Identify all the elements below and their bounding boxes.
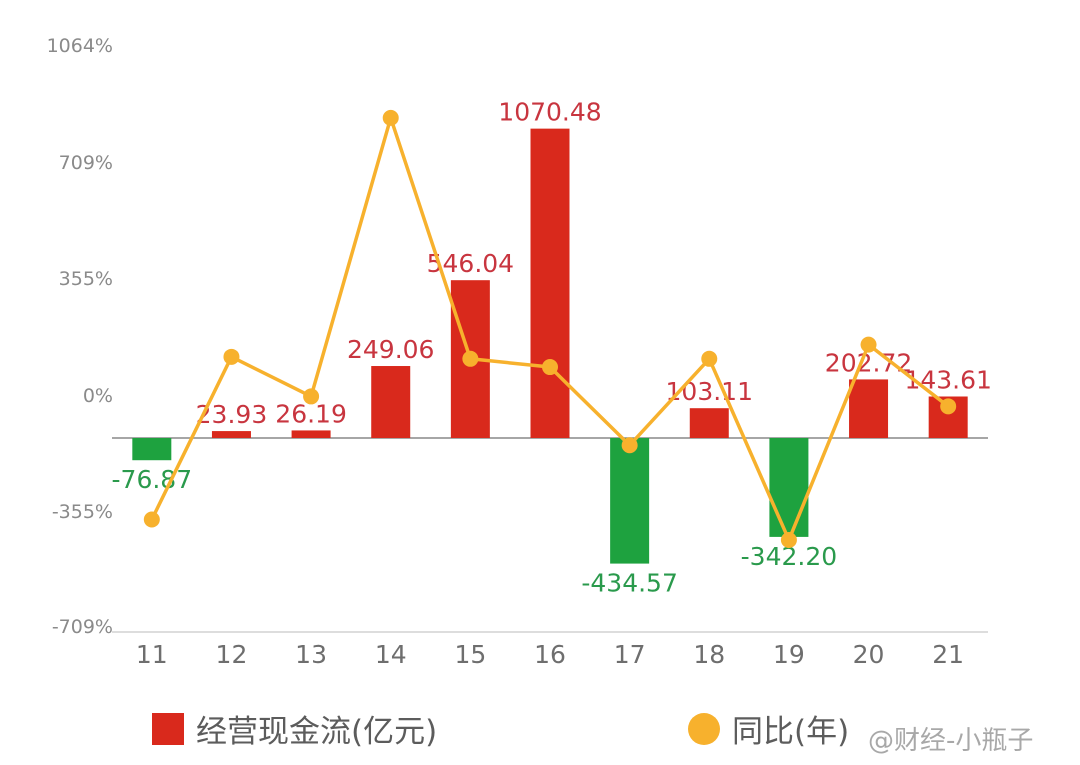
bar <box>530 128 570 438</box>
x-axis-ticks: 11 12 13 14 15 16 17 18 19 20 21 <box>136 640 964 669</box>
y-tick-label: 0% <box>83 385 113 407</box>
x-tick-label: 21 <box>932 640 964 669</box>
line-series <box>143 109 957 548</box>
bar <box>211 431 251 438</box>
legend-line-swatch <box>688 712 720 745</box>
x-tick-label: 19 <box>773 640 805 669</box>
line-point <box>780 531 797 548</box>
line-point <box>223 348 240 365</box>
legend-item-cashflow: 经营现金流(亿元) <box>152 706 437 751</box>
x-tick-label: 17 <box>614 640 646 669</box>
bar-data-label: -76.87 <box>112 465 193 494</box>
x-tick-label: 20 <box>853 640 885 669</box>
y-tick-label: 709% <box>59 152 113 174</box>
x-tick-label: 13 <box>295 640 327 669</box>
x-tick-label: 14 <box>375 640 407 669</box>
bar-data-label: 249.06 <box>347 335 434 364</box>
x-tick-label: 16 <box>534 640 566 669</box>
line-point <box>940 398 957 415</box>
y-axis-ticks: 1064% 709% 355% 0% -355% -709% <box>47 35 113 638</box>
bar <box>610 438 650 564</box>
y-tick-label: 355% <box>59 268 113 290</box>
x-tick-label: 12 <box>216 640 248 669</box>
bar-data-label: 143.61 <box>904 365 991 394</box>
legend-item-yoy: 同比(年) <box>688 706 849 751</box>
line-point <box>303 388 320 405</box>
y-tick-label: -355% <box>52 501 113 523</box>
line-point <box>621 437 638 454</box>
line-point <box>462 350 479 367</box>
watermark: @财经-小瓶子 <box>868 726 1034 756</box>
bar <box>371 366 411 438</box>
bar-series <box>132 128 968 564</box>
x-tick-label: 18 <box>693 640 725 669</box>
x-tick-label: 11 <box>136 640 168 669</box>
y-tick-label: -709% <box>52 616 113 638</box>
x-tick-label: 15 <box>454 640 486 669</box>
y-tick-label: 1064% <box>47 35 113 57</box>
bar-data-label: -434.57 <box>581 569 678 598</box>
bar-data-label: 202.72 <box>825 348 912 377</box>
bar-data-label: 1070.48 <box>498 98 601 127</box>
line-point <box>382 109 399 126</box>
line-point <box>860 336 877 353</box>
line-point <box>143 511 160 528</box>
bar <box>132 438 172 461</box>
legend-bar-swatch <box>152 712 184 745</box>
bar <box>291 430 331 438</box>
legend-bar-label: 经营现金流(亿元) <box>196 714 438 750</box>
line-point <box>701 350 718 367</box>
line-point <box>542 359 558 376</box>
legend-line-label: 同比(年) <box>732 714 850 750</box>
bar <box>849 379 889 438</box>
bar <box>769 438 809 537</box>
bar <box>689 408 729 438</box>
